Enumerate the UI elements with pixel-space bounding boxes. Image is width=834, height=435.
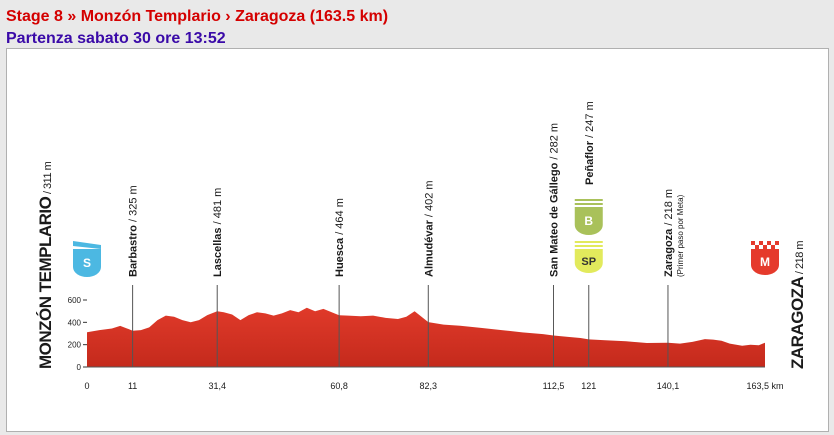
- start-badge-label: S: [83, 256, 91, 270]
- finish-town-label: ZARAGOZA / 218 m: [788, 241, 807, 369]
- waypoint-label: San Mateo de Gállego / 282 m: [549, 123, 561, 277]
- waypoint-label: Huesca / 464 m: [334, 198, 346, 277]
- finish-badge: [751, 249, 779, 275]
- waypoint-label: Lascellas / 481 m: [212, 188, 224, 277]
- km-label: 112,5: [543, 381, 565, 391]
- km-label: 0: [84, 381, 89, 391]
- elevation-profile-chart: 0 200 400 600 0 MONZÓN TEMPLARIO / 311 m S 11 Ba…: [36, 101, 807, 391]
- waypoint-label: Barbastro / 325 m: [128, 185, 140, 277]
- waypoint-label: Zaragoza / 218 m: [663, 189, 675, 277]
- start-flag-shape: [73, 241, 101, 249]
- finish-flag-check: [763, 245, 767, 249]
- stage-title: Stage 8 » Monzón Templario › Zaragoza (1…: [6, 8, 389, 25]
- elevation-area: [87, 307, 765, 367]
- start-town-label: MONZÓN TEMPLARIO / 311 m: [36, 161, 55, 369]
- finish-flag-check: [759, 241, 763, 245]
- sprint-badge: [574, 249, 603, 273]
- altitude-tick-label: 0: [77, 363, 82, 372]
- waypoint-note: (Primer paso por Meta): [676, 194, 685, 277]
- sprint-flag-shape: [574, 241, 603, 247]
- finish-flag-check: [767, 241, 771, 245]
- profile-panel: 0 200 400 600 0 MONZÓN TEMPLARIO / 311 m S 11 Ba…: [6, 48, 829, 432]
- waypoint-label: Almudévar / 402 m: [423, 180, 435, 277]
- finish-flag-check: [771, 245, 775, 249]
- start-badge: [73, 249, 101, 277]
- altitude-tick-label: 200: [68, 341, 82, 350]
- waypoint-label: Peñaflor / 247 m: [584, 101, 596, 185]
- finish-badge-label: M: [760, 255, 770, 269]
- altitude-tick-label: 600: [68, 296, 82, 305]
- bonus-badge: [574, 207, 603, 235]
- km-label: 82,3: [420, 381, 438, 391]
- bonus-flag-shape: [574, 199, 603, 205]
- finish-flag-check: [775, 241, 779, 245]
- km-label: 11: [128, 381, 137, 391]
- altitude-tick-label: 400: [68, 318, 82, 327]
- km-label: 163,5 km: [746, 381, 783, 391]
- km-label: 31,4: [208, 381, 226, 391]
- finish-flag-check: [751, 241, 755, 245]
- km-label: 121: [581, 381, 596, 391]
- km-label: 140,1: [657, 381, 680, 391]
- bonus-badge-label: B: [584, 214, 593, 228]
- km-label: 60,8: [330, 381, 348, 391]
- finish-flag-check: [755, 245, 759, 249]
- start-time: Partenza sabato 30 ore 13:52: [6, 30, 226, 47]
- sprint-badge-label: SP: [581, 256, 596, 268]
